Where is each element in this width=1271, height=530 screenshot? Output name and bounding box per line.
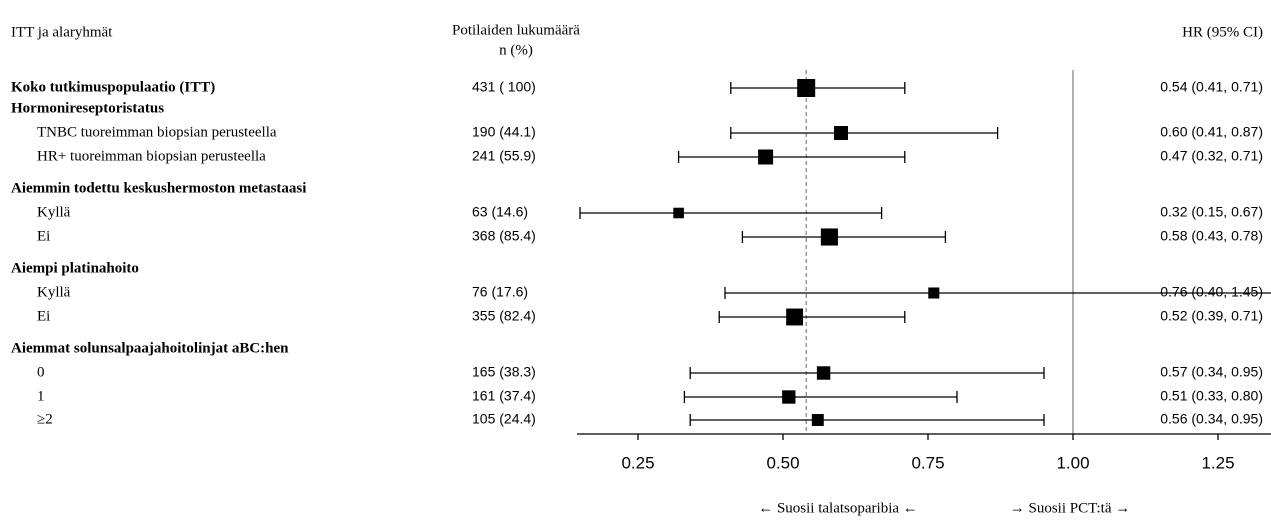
patient-count: 105 (24.4) [472,411,536,427]
table-row: 0 165 (38.3) 0.57 (0.34, 0.95) [37,364,1263,381]
table-row: ≥2 105 (24.4) 0.56 (0.34, 0.95) [37,411,1263,428]
point-estimate [811,414,824,426]
subgroup-heading: Aiemmat solunsalpaajahoitolinjat aBC:hen [11,340,289,356]
hr-value: 0.60 (0.41, 0.87) [1160,124,1263,140]
x-tick-label: 1.00 [1056,453,1089,472]
subgroup-label: ≥2 [37,411,53,427]
count-column-header: Potilaiden lukumäärä [452,22,580,38]
point-estimate [834,126,848,140]
table-row: HR+ tuoreimman biopsian perusteella 241 (… [37,148,1263,165]
subgroup-label: Ei [37,228,50,244]
point-estimate [797,79,816,97]
point-estimate [928,287,940,299]
point-estimate [816,366,831,380]
subgroup-label: Ei [37,308,50,324]
subgroup-label: 0 [37,364,45,380]
x-tick-label: 0.75 [911,453,944,472]
hr-value: 0.57 (0.34, 0.95) [1160,364,1263,380]
subgroup-heading: Aiemmin todettu keskushermoston metastaa… [11,180,306,196]
subgroup-label: Kyllä [37,204,71,220]
hr-value: 0.54 (0.41, 0.71) [1160,79,1263,95]
hr-value: 0.76 (0.40, 1.45) [1160,284,1263,300]
subgroup-label: 1 [37,388,45,404]
table-row: Kyllä 76 (17.6) 0.76 (0.40, 1.45) [37,284,1271,300]
point-estimate [782,390,796,404]
hr-column-header: HR (95% CI) [1182,24,1263,40]
patient-count: 431 ( 100) [472,79,536,95]
hr-value: 0.58 (0.43, 0.78) [1160,228,1263,244]
count-column-subheader: n (%) [499,42,533,58]
patient-count: 76 (17.6) [472,284,528,300]
point-estimate [758,149,774,165]
patient-count: 161 (37.4) [472,388,536,404]
hr-value: 0.52 (0.39, 0.71) [1160,308,1263,324]
table-row: TNBC tuoreimman biopsian perusteella 190 … [37,124,1263,141]
group-column-header: ITT ja alaryhmät [11,24,113,40]
subgroup-heading: Koko tutkimuspopulaatio (ITT) [11,79,215,95]
table-row: Aiemmin todettu keskushermoston metastaa… [11,180,306,196]
subgroup-heading: Hormonireseptoristatus [11,100,164,116]
favors-left-label: ← Suosii talatsoparibia ← [758,500,918,516]
patient-count: 368 (85.4) [472,228,536,244]
x-tick-label: 0.50 [766,453,799,472]
hr-value: 0.56 (0.34, 0.95) [1160,411,1263,427]
patient-count: 165 (38.3) [472,364,536,380]
patient-count: 355 (82.4) [472,308,536,324]
table-row: Ei 355 (82.4) 0.52 (0.39, 0.71) [37,308,1263,326]
subgroup-heading: Aiempi platinahoito [11,260,139,276]
patient-count: 241 (55.9) [472,148,536,164]
subgroup-label: HR+ tuoreimman biopsian perusteella [37,148,266,164]
table-row: Hormonireseptoristatus [11,100,164,116]
table-row: Koko tutkimuspopulaatio (ITT) 431 ( 100) 0… [11,79,1263,97]
hr-value: 0.47 (0.32, 0.71) [1160,148,1263,164]
table-row: Aiemmat solunsalpaajahoitolinjat aBC:hen [11,340,289,356]
point-estimate [673,207,684,219]
table-row: Kyllä 63 (14.6) 0.32 (0.15, 0.67) [37,204,1263,221]
table-row: 1 161 (37.4) 0.51 (0.33, 0.80) [37,388,1263,405]
x-tick-label: 0.25 [621,453,654,472]
table-row: Aiempi platinahoito [11,260,139,276]
patient-count: 190 (44.1) [472,124,536,140]
subgroup-label: TNBC tuoreimman biopsian perusteella [37,124,277,140]
patient-count: 63 (14.6) [472,204,528,220]
hr-value: 0.32 (0.15, 0.67) [1160,204,1263,220]
point-estimate [820,228,838,246]
table-row: Ei 368 (85.4) 0.58 (0.43, 0.78) [37,228,1263,246]
x-tick-label: 1.25 [1201,453,1234,472]
hr-value: 0.51 (0.33, 0.80) [1160,388,1263,404]
favors-right-label: → Suosii PCT:tä → [1010,500,1131,516]
subgroup-label: Kyllä [37,284,71,300]
point-estimate [786,308,804,326]
